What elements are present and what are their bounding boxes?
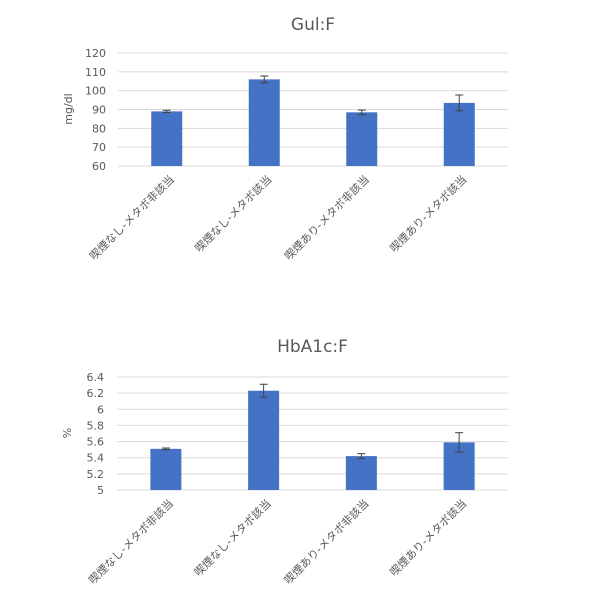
y-axis-label: mg/dl — [62, 93, 75, 124]
y-tick-label: 110 — [85, 66, 106, 79]
x-category-label: 喫煙あり-メタボ該当 — [387, 496, 470, 579]
y-tick-label: 120 — [85, 47, 106, 60]
y-tick-label: 5.8 — [87, 419, 105, 432]
y-tick-label: 90 — [92, 104, 106, 117]
y-tick-label: 6.2 — [87, 387, 105, 400]
bar — [150, 448, 182, 490]
bar — [151, 111, 183, 166]
y-tick-label: 5.4 — [87, 452, 105, 465]
x-category-label: 喫煙あり-メタボ該当 — [387, 172, 470, 255]
y-tick-label: 5 — [97, 484, 104, 497]
bar — [345, 456, 377, 490]
y-tick-label: 60 — [92, 160, 106, 173]
y-tick-label: 5.2 — [87, 468, 105, 481]
x-category-label: 喫煙あり-メタボ非該当 — [281, 172, 371, 262]
bar — [346, 112, 378, 166]
bar — [443, 102, 475, 166]
y-tick-label: 6 — [97, 403, 104, 416]
x-category-label: 喫煙あり-メタボ非該当 — [281, 496, 371, 586]
x-category-label: 喫煙なし-メタボ非該当 — [86, 172, 176, 262]
chart-title: Gul:F — [291, 15, 335, 35]
bar — [248, 79, 280, 166]
x-category-label: 喫煙なし-メタボ該当 — [192, 172, 275, 255]
hba1c-chart: HbA1c:F%55.25.45.65.866.26.4喫煙なし-メタボ非該当喫… — [61, 337, 508, 587]
y-tick-label: 80 — [92, 122, 106, 135]
bar — [248, 390, 280, 490]
y-tick-label: 5.6 — [87, 436, 105, 449]
x-category-label: 喫煙なし-メタボ非該当 — [86, 496, 176, 586]
y-tick-label: 70 — [92, 141, 106, 154]
y-axis-label: % — [61, 428, 74, 438]
x-category-label: 喫煙なし-メタボ該当 — [191, 496, 274, 579]
y-tick-label: 6.4 — [87, 371, 105, 384]
y-tick-label: 100 — [85, 85, 106, 98]
chart-title: HbA1c:F — [277, 337, 348, 357]
